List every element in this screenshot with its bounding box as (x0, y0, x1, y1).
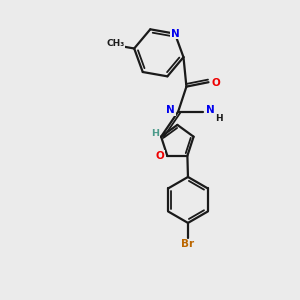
Text: H: H (151, 129, 159, 138)
Text: N: N (167, 105, 175, 115)
Text: N: N (206, 105, 214, 115)
Text: Br: Br (182, 239, 194, 249)
Text: O: O (155, 151, 164, 161)
Text: O: O (212, 78, 220, 88)
Text: H: H (215, 114, 222, 123)
Text: N: N (170, 29, 179, 39)
Text: CH₃: CH₃ (106, 39, 124, 48)
